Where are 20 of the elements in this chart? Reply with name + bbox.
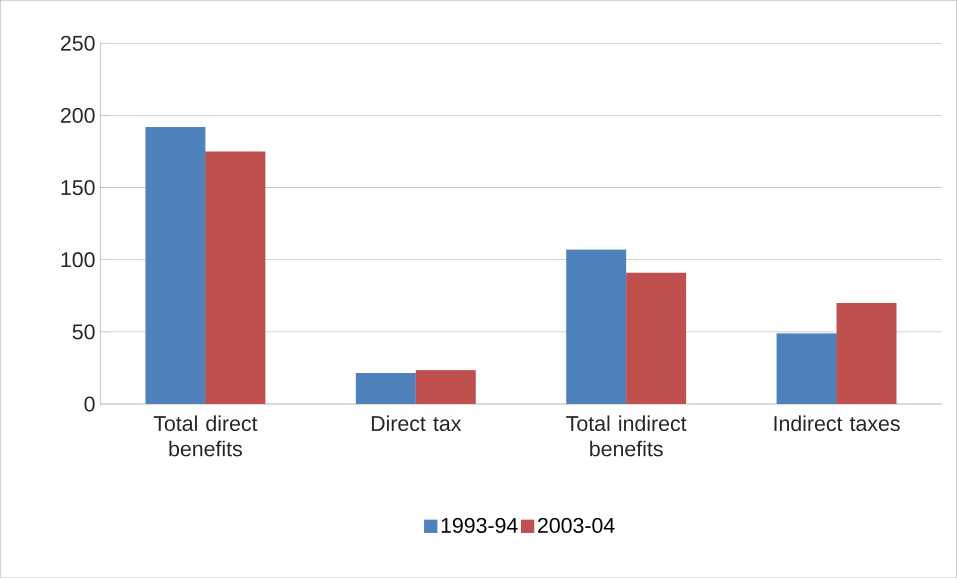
x-tick-label: Total direct benefits <box>154 415 258 456</box>
y-tick-label: 50 <box>72 324 95 340</box>
bar <box>356 372 416 404</box>
x-tick-label: Total indirect benefits <box>566 415 686 456</box>
bar <box>416 370 476 404</box>
y-tick-label: 100 <box>62 252 95 268</box>
y-tick-label: 250 <box>61 36 95 51</box>
bar <box>205 151 266 404</box>
y-tick-label: 150 <box>62 180 95 196</box>
legend-label: 2003-04 <box>538 518 615 533</box>
x-tick-label: Direct tax <box>372 415 462 431</box>
x-tick-label: Indirect taxes <box>774 415 900 431</box>
bar <box>145 126 206 404</box>
bar <box>836 302 897 404</box>
bar <box>776 333 837 404</box>
bar <box>626 272 686 404</box>
y-tick-label: 200 <box>61 108 95 123</box>
legend-label: 1993-94 <box>442 518 518 533</box>
bar <box>566 250 626 404</box>
y-tick-label: 0 <box>84 396 95 412</box>
